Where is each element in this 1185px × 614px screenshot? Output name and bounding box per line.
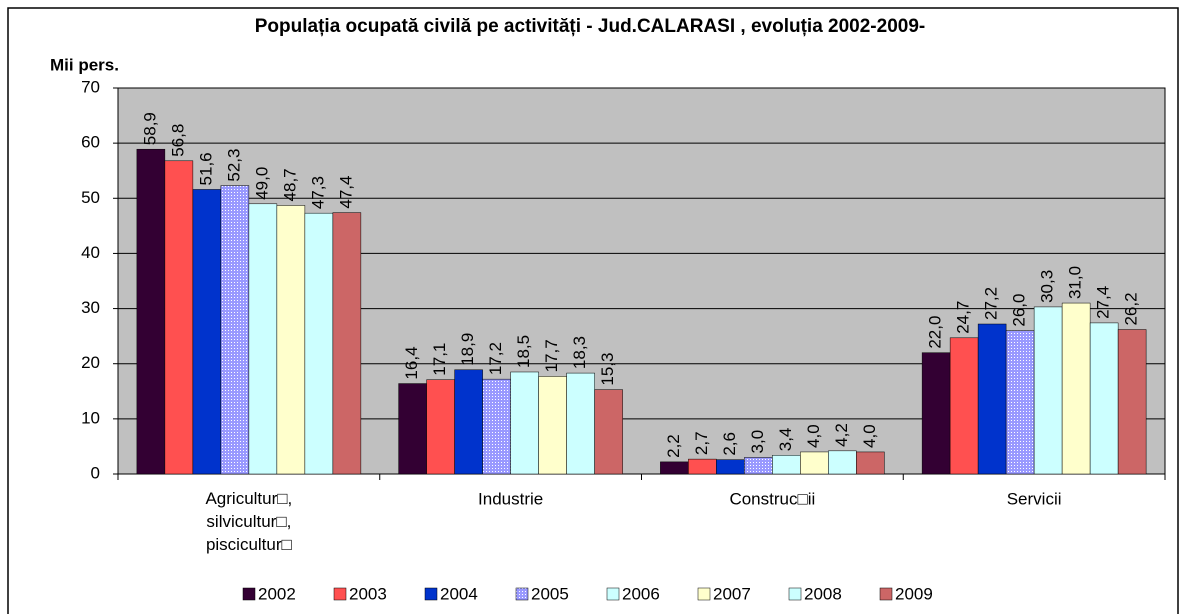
value-label: 2,7 [692, 431, 711, 455]
legend-label: 2005 [531, 584, 569, 603]
legend-swatch [606, 587, 620, 601]
legend-swatch [515, 587, 529, 601]
bar [949, 337, 979, 475]
x-tick-label-line: piscicultur□ [206, 535, 292, 554]
bar [454, 369, 483, 475]
legend-label: 2006 [622, 584, 660, 603]
value-label: 16,4 [402, 346, 421, 379]
bar [136, 148, 166, 475]
value-label: 4,0 [860, 424, 879, 448]
bar [1117, 329, 1147, 475]
bar [800, 451, 829, 475]
value-label: 51,6 [196, 152, 215, 185]
legend-label: 2003 [349, 584, 387, 603]
legend-label: 2002 [258, 584, 296, 603]
value-label: 30,3 [1038, 270, 1057, 303]
bar [744, 457, 773, 475]
bar [660, 461, 689, 475]
value-label: 47,3 [308, 176, 327, 209]
value-label: 3,4 [776, 428, 795, 452]
value-label: 18,5 [514, 335, 533, 368]
value-label: 52,3 [224, 149, 243, 182]
value-label: 2,6 [720, 432, 739, 456]
legend-swatch [424, 587, 438, 601]
legend-swatch [879, 587, 893, 601]
y-tick-label: 0 [91, 463, 100, 482]
value-label: 26,0 [1010, 294, 1029, 327]
bar [510, 371, 539, 475]
bar [716, 459, 745, 475]
y-tick-label: 30 [81, 298, 100, 317]
bar [921, 352, 951, 475]
bar [276, 205, 306, 475]
value-label: 3,0 [748, 430, 767, 454]
value-label: 4,0 [804, 424, 823, 448]
legend-swatch [697, 587, 711, 601]
value-label: 58,9 [140, 112, 159, 145]
value-label: 4,2 [832, 423, 851, 447]
bar [220, 185, 250, 475]
bar [248, 203, 278, 475]
y-tick-label: 60 [81, 133, 100, 152]
legend-swatch [333, 587, 347, 601]
x-tick-label: Construc□ii [729, 489, 815, 508]
value-label: 48,7 [280, 168, 299, 201]
value-label: 31,0 [1066, 266, 1085, 299]
value-label: 18,9 [458, 333, 477, 366]
y-tick-label: 10 [81, 408, 100, 427]
legend-label: 2007 [713, 584, 751, 603]
bar [688, 458, 717, 475]
bar [164, 160, 194, 475]
bar [398, 383, 427, 475]
value-label: 17,7 [542, 339, 561, 372]
bar [977, 323, 1007, 475]
value-label: 17,2 [486, 342, 505, 375]
bar [566, 372, 595, 475]
bar [772, 455, 801, 475]
bar [1033, 306, 1063, 475]
y-tick-label: 50 [81, 188, 100, 207]
legend-swatch [242, 587, 256, 601]
bar [192, 189, 222, 475]
value-label: 17,1 [430, 343, 449, 376]
x-tick-label-line: Agricultur□, [205, 489, 292, 508]
value-label: 24,7 [954, 301, 973, 334]
value-label: 2,2 [664, 434, 683, 458]
bar [538, 376, 567, 475]
bar [426, 379, 455, 475]
bar [594, 389, 623, 475]
y-tick-label: 20 [81, 353, 100, 372]
legend-swatch [788, 587, 802, 601]
legend-label: 2004 [440, 584, 478, 603]
x-tick-label: Agricultur□, silvicultur□, piscicultur□ [205, 489, 292, 554]
y-axis-label: Mii pers. [50, 55, 119, 74]
bar [856, 451, 885, 475]
bar [828, 450, 857, 475]
x-tick-label: Servicii [1007, 489, 1062, 508]
value-label: 15,3 [598, 353, 617, 386]
value-label: 56,8 [168, 124, 187, 157]
x-tick-label: Industrie [478, 489, 543, 508]
bar [482, 378, 511, 475]
value-label: 47,4 [336, 176, 355, 209]
chart-title: Populația ocupată civilă pe activități -… [254, 16, 926, 37]
value-label: 18,3 [570, 336, 589, 369]
bar [1089, 322, 1119, 475]
value-label: 22,0 [926, 316, 945, 349]
legend-label: 2008 [804, 584, 842, 603]
y-tick-label: 70 [81, 77, 100, 96]
value-label: 26,2 [1122, 292, 1141, 325]
value-label: 49,0 [252, 167, 271, 200]
value-label: 27,4 [1094, 286, 1113, 319]
bar [1005, 330, 1035, 475]
bar [1061, 302, 1091, 475]
y-tick-label: 40 [81, 243, 100, 262]
value-label: 27,2 [982, 287, 1001, 320]
bar [304, 212, 334, 475]
bar [332, 212, 362, 475]
x-tick-label-line: silvicultur□, [206, 512, 291, 531]
legend-label: 2009 [895, 584, 933, 603]
